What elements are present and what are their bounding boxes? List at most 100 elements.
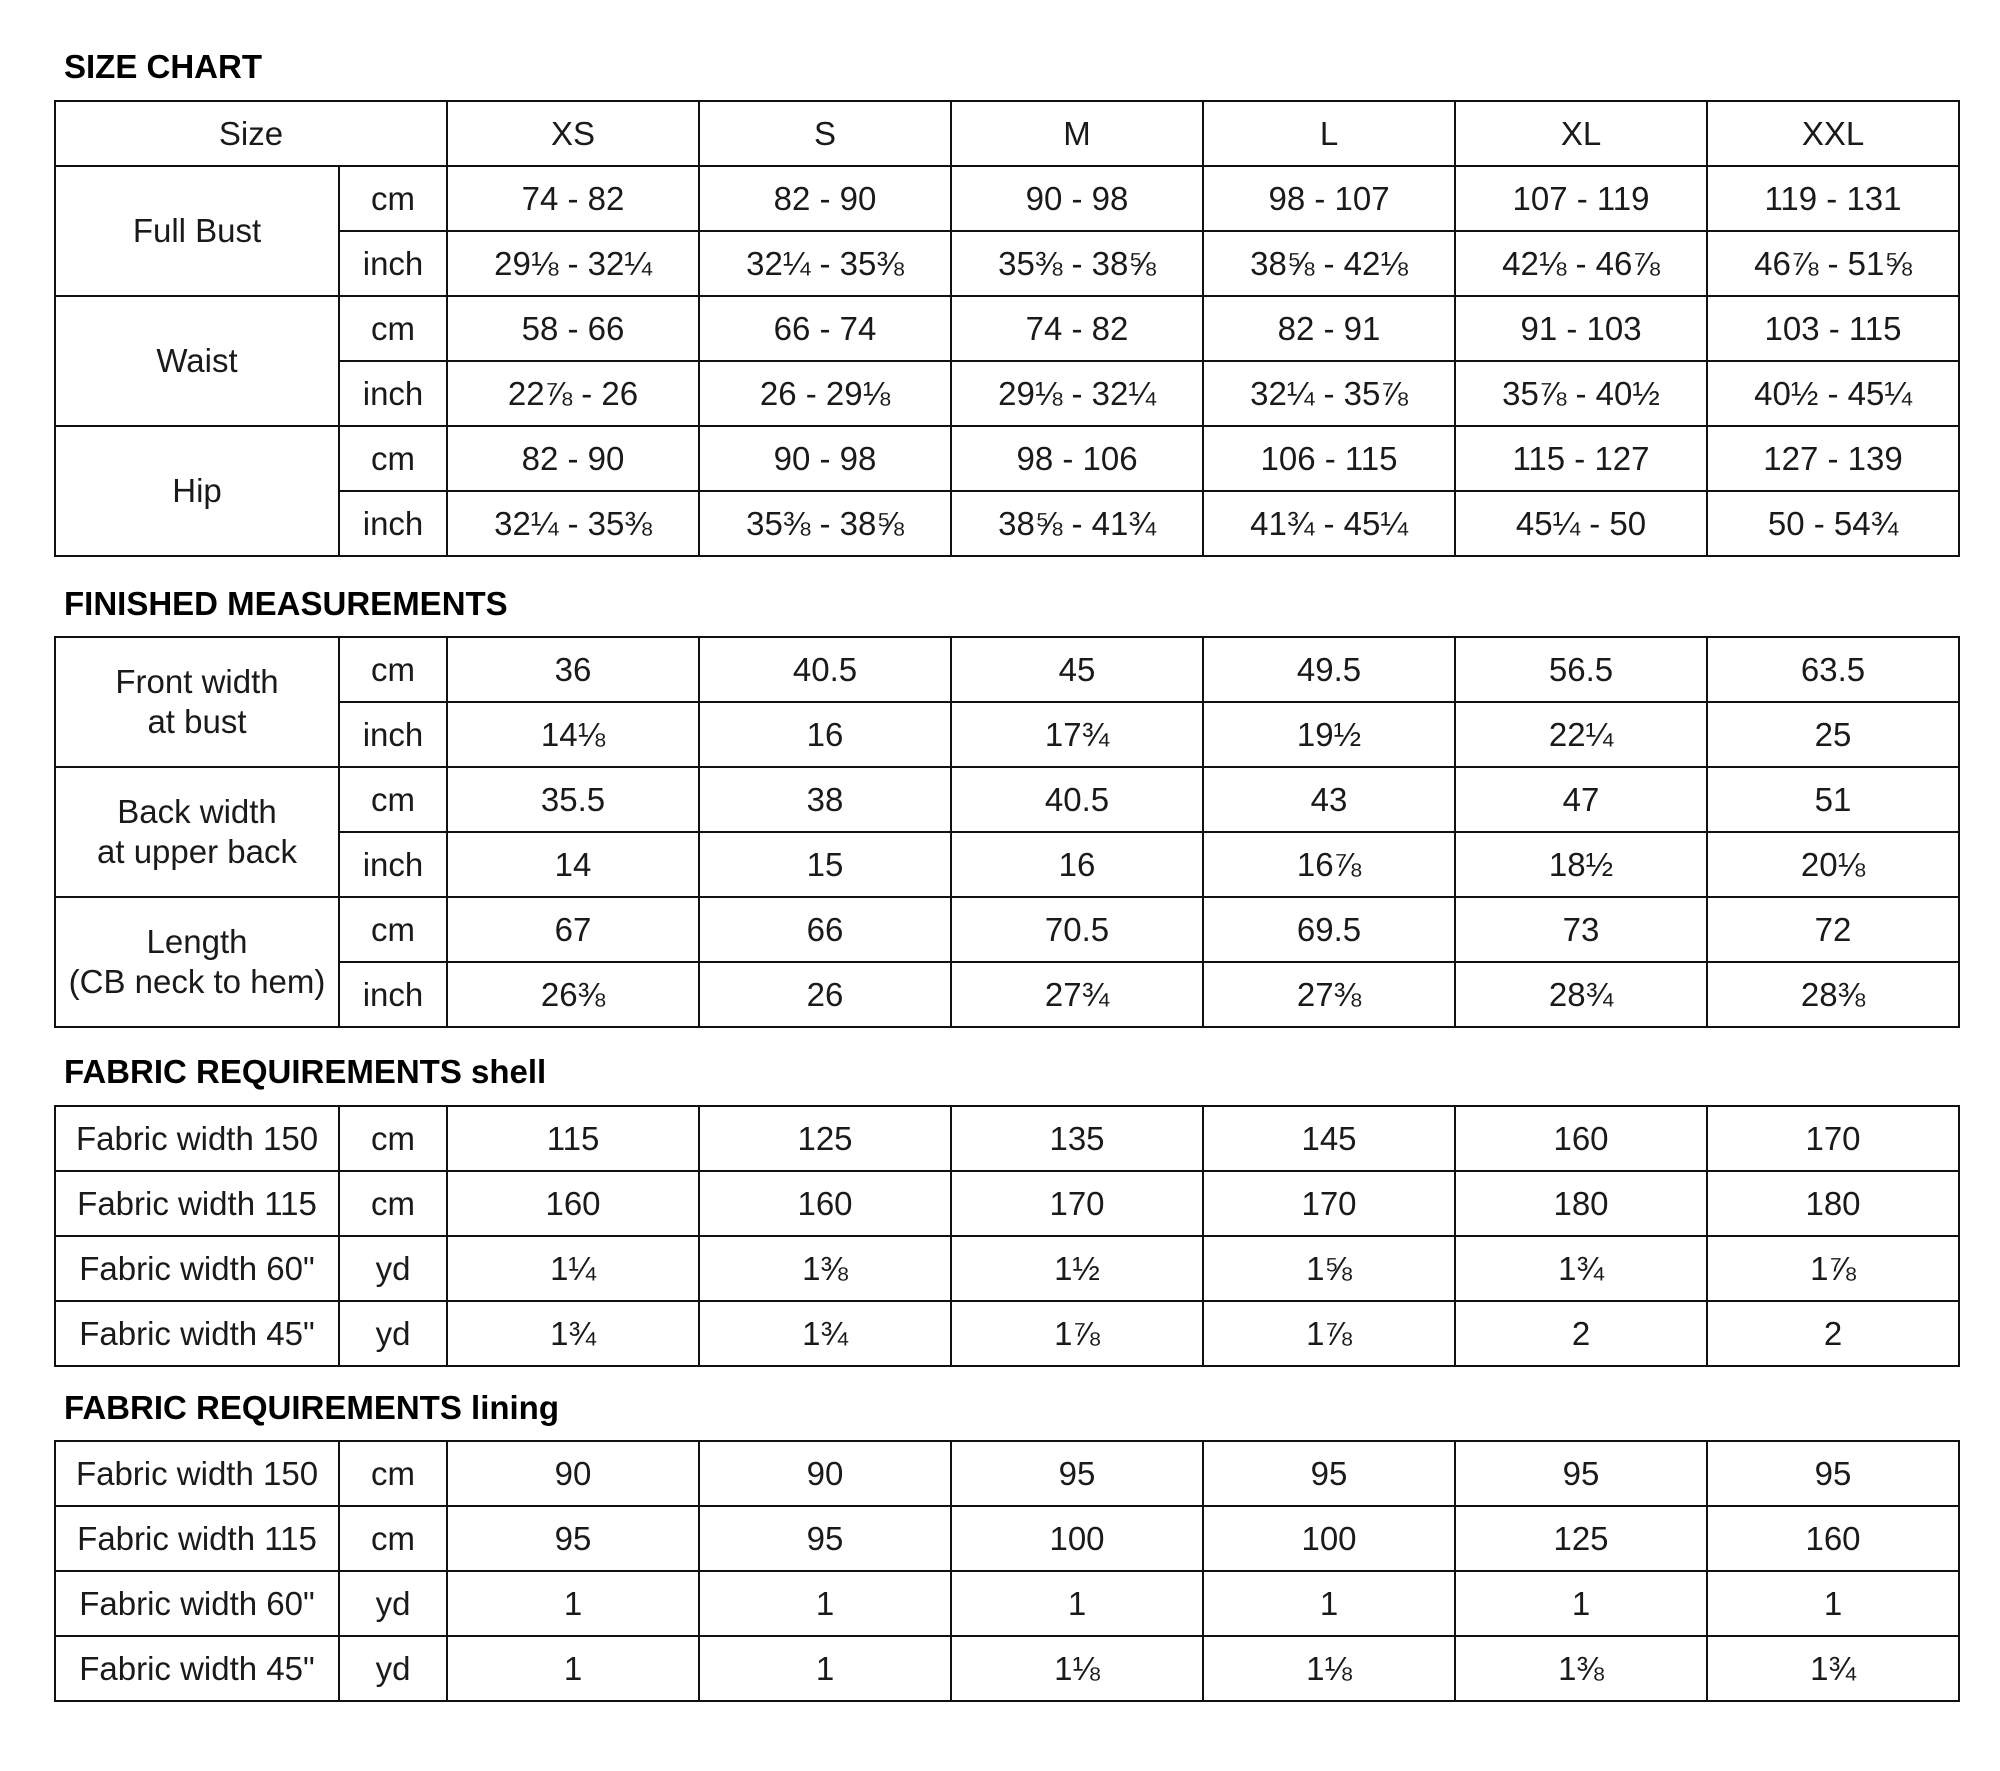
value-cell: 63.5 [1706, 636, 1960, 703]
measurement-label: Fabric width 45" [54, 1300, 340, 1367]
value-cell: 36 [446, 636, 700, 703]
value-cell: 1¾ [698, 1300, 952, 1367]
measurement-label: Back width at upper back [54, 766, 340, 898]
value-cell: 50 - 54¾ [1706, 490, 1961, 557]
table-row: Waist cm 58 - 66 66 - 74 74 - 82 82 - 91 91 - … [54, 295, 1961, 427]
value-cell: 82 - 91 [1202, 295, 1457, 362]
value-cell: 45 [950, 636, 1204, 703]
value-cell: 32¼ - 35⅞ [1202, 360, 1457, 427]
value-cell: 29⅛ - 32¼ [950, 360, 1205, 427]
value-cell: 106 - 115 [1202, 425, 1457, 492]
value-cell: 103 - 115 [1706, 295, 1961, 362]
value-cell: 180 [1454, 1170, 1708, 1237]
measurement-label-text: Front width at bust [115, 663, 279, 740]
measurement-label: Fabric width 60" [54, 1570, 340, 1637]
value-cell: 14⅛ [446, 701, 700, 768]
size-column-header: XS [446, 100, 701, 167]
unit-cell: inch [338, 831, 448, 898]
value-cell: 95 [698, 1505, 952, 1572]
table-row: Fabric width 115 cm 160 160 170 170 180 180 [54, 1170, 1960, 1237]
measurement-label-text: Fabric width 115 [77, 1519, 317, 1557]
measurement-label-text: Length (CB neck to hem) [68, 923, 326, 1000]
value-cell: 95 [950, 1440, 1204, 1507]
measurement-label: Fabric width 60" [54, 1235, 340, 1302]
value-cell: 100 [950, 1505, 1204, 1572]
table-row: Fabric width 115 cm 95 95 100 100 125 160 [54, 1505, 1960, 1572]
value-cell: 40½ - 45¼ [1706, 360, 1961, 427]
table-row: Front width at bust cm 36 40.5 45 49.5 56.5 63.… [54, 636, 1960, 768]
unit-cell: cm [337, 165, 449, 232]
table-row: inch 14 15 16 16⅞ 18½ 20⅛ [55, 831, 1960, 898]
size-column-header: XXL [1706, 100, 1961, 167]
measurement-label-text: Fabric width 150 [75, 1119, 319, 1157]
value-cell: 42⅛ - 46⅞ [1454, 230, 1709, 297]
value-cell: 58 - 66 [446, 295, 701, 362]
unit-cell: yd [338, 1570, 448, 1637]
unit-cell: cm [338, 1170, 448, 1237]
size-column-header: L [1202, 100, 1457, 167]
value-cell: 74 - 82 [950, 295, 1205, 362]
measurement-label: Length (CB neck to hem) [54, 896, 340, 1028]
value-cell: 95 [1202, 1440, 1456, 1507]
value-cell: 115 [446, 1105, 700, 1172]
measurement-label: Full Bust [54, 165, 340, 297]
value-cell: 14 [446, 831, 700, 898]
unit-cell: inch [337, 490, 449, 557]
value-cell: 56.5 [1454, 636, 1708, 703]
fabric-requirements-shell-table: Fabric width 150 cm 115 125 135 145 160 170 Fabr… [54, 1105, 1960, 1367]
value-cell: 35⅜ - 38⅝ [698, 490, 953, 557]
value-cell: 45¼ - 50 [1454, 490, 1709, 557]
finished-measurements-title: FINISHED MEASUREMENTS [64, 585, 508, 622]
unit-cell: yd [338, 1300, 448, 1367]
value-cell: 22⅞ - 26 [446, 360, 701, 427]
value-cell: 28⅜ [1706, 961, 1960, 1028]
value-cell: 73 [1454, 896, 1708, 963]
value-cell: 25 [1706, 701, 1960, 768]
value-cell: 51 [1706, 766, 1960, 833]
measurement-label: Hip [54, 425, 340, 557]
measurement-label-text: Fabric width 45" [79, 1314, 315, 1352]
table-row: Fabric width 150 cm 90 90 95 95 95 95 [54, 1440, 1960, 1507]
unit-cell: cm [338, 1505, 448, 1572]
table-row: inch 29⅛ - 32¼ 32¼ - 35⅜ 35⅜ - 38⅝ 38⅝ - 42⅛… [55, 230, 1961, 297]
value-cell: 1⅜ [1454, 1635, 1708, 1702]
value-cell: 35.5 [446, 766, 700, 833]
value-cell: 95 [446, 1505, 700, 1572]
measurement-label-text: Fabric width 150 [75, 1454, 319, 1492]
size-column-header: XL [1454, 100, 1709, 167]
table-row: Fabric width 150 cm 115 125 135 145 160 170 [54, 1105, 1960, 1172]
value-cell: 32¼ - 35⅜ [446, 490, 701, 557]
unit-cell: cm [338, 1440, 448, 1507]
value-cell: 1½ [950, 1235, 1204, 1302]
value-cell: 38 [698, 766, 952, 833]
measurement-label-text: Back width at upper back [97, 793, 297, 870]
value-cell: 107 - 119 [1454, 165, 1709, 232]
value-cell: 95 [1454, 1440, 1708, 1507]
value-cell: 72 [1706, 896, 1960, 963]
value-cell: 170 [1706, 1105, 1960, 1172]
unit-cell: cm [338, 766, 448, 833]
size-column-header: M [950, 100, 1205, 167]
value-cell: 16 [698, 701, 952, 768]
value-cell: 40.5 [950, 766, 1204, 833]
value-cell: 98 - 107 [1202, 165, 1457, 232]
value-cell: 90 [446, 1440, 700, 1507]
unit-cell: cm [337, 425, 449, 492]
value-cell: 38⅝ - 41¾ [950, 490, 1205, 557]
value-cell: 95 [1706, 1440, 1960, 1507]
value-cell: 18½ [1454, 831, 1708, 898]
table-row: Back width at upper back cm 35.5 38 40.5 43 47… [54, 766, 1960, 898]
value-cell: 160 [446, 1170, 700, 1237]
value-cell: 2 [1706, 1300, 1960, 1367]
finished-measurements-table: Front width at bust cm 36 40.5 45 49.5 56.5 63.… [54, 636, 1960, 1028]
value-cell: 22¼ [1454, 701, 1708, 768]
unit-cell: cm [337, 295, 449, 362]
value-cell: 28¾ [1454, 961, 1708, 1028]
measurement-label: Waist [54, 295, 340, 427]
unit-cell: cm [338, 636, 448, 703]
value-cell: 1 [698, 1635, 952, 1702]
value-cell: 41¾ - 45¼ [1202, 490, 1457, 557]
value-cell: 66 - 74 [698, 295, 953, 362]
value-cell: 135 [950, 1105, 1204, 1172]
value-cell: 90 - 98 [950, 165, 1205, 232]
